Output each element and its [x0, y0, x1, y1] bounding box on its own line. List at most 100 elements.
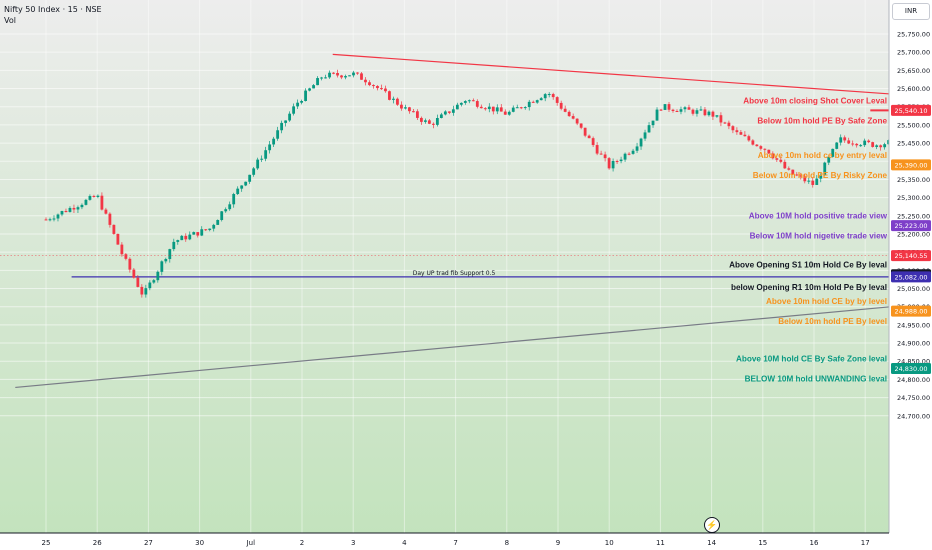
candle-body [487, 106, 491, 110]
candle-body [543, 94, 547, 99]
candle-body [364, 79, 367, 83]
candle-body [408, 107, 411, 112]
candle-body [591, 138, 595, 146]
chart-title: Nifty 50 Index · 15 · NSE [4, 5, 102, 14]
candle-body [356, 72, 359, 74]
candle-body [719, 115, 723, 123]
candle-body [715, 115, 719, 117]
candle-body [875, 145, 879, 147]
candle-body [811, 180, 815, 185]
candle-body [819, 175, 823, 179]
candle-body [443, 111, 447, 115]
candle-body [380, 88, 383, 90]
price-tick-label: 25,650.00 [897, 67, 930, 75]
price-tag-5: 24,988.00 [894, 308, 927, 316]
candle-body [643, 132, 647, 139]
candle-body [419, 117, 423, 122]
candle-body [867, 140, 871, 143]
candle-body [116, 233, 120, 245]
time-tick-label: 15 [758, 539, 767, 547]
time-axis[interactable]: 25 26 27 30 Jul 2 3 4 7 8 9 10 11 14 15 16 17 [42, 539, 870, 547]
candle-body [164, 259, 168, 262]
price-tags: 25,540.1025,390.0025,223.0025,088.0025,0… [891, 104, 931, 375]
candle-body [439, 114, 443, 119]
candle-body [220, 211, 224, 221]
candles[interactable] [44, 69, 932, 298]
candle-body [268, 144, 272, 151]
candle-body [212, 224, 216, 229]
candle-body [224, 209, 228, 212]
candle-body [787, 168, 791, 170]
candle-body [727, 122, 731, 127]
level-label-above-6: Above 10M hold CE By Safe Zone leval [736, 355, 887, 364]
candle-body [180, 235, 184, 241]
time-tick-label: 30 [195, 539, 204, 547]
candle-body [376, 86, 379, 89]
candle-body [48, 219, 52, 221]
level-label-below-5: Below 10m hold PE By level [778, 317, 887, 326]
lightning-icon[interactable]: ⚡ [704, 517, 720, 533]
candle-body [495, 107, 499, 112]
candle-body [392, 98, 395, 100]
candle-body [252, 168, 256, 175]
price-tag-1: 25,390.00 [894, 161, 927, 169]
level-label-above-1: Above 10m hold ce by entry leval [758, 151, 887, 160]
candle-body [244, 181, 248, 186]
candle-body [80, 204, 84, 208]
candle-body [575, 118, 579, 124]
candle-body [655, 109, 659, 121]
candle-body [196, 232, 200, 236]
candle-body [388, 91, 391, 100]
currency-button[interactable]: INR [892, 3, 930, 20]
time-tick-label: 11 [656, 539, 665, 547]
price-tag-2-bg [891, 220, 931, 232]
candle-body [683, 107, 687, 110]
current-price-tag: 25,140.55 [894, 252, 927, 260]
candle-body [88, 195, 92, 200]
candle-body [663, 104, 667, 110]
price-tick-label: 25,600.00 [897, 85, 930, 93]
candle-body [699, 109, 703, 111]
level-annotations: Above 10m closing Shot Cover Leval Below … [413, 96, 888, 383]
candle-body [172, 241, 176, 250]
candle-body [551, 94, 555, 98]
candle-body [272, 138, 276, 145]
candle-body [120, 244, 124, 255]
candle-body [467, 100, 471, 102]
time-tick-label: 16 [810, 539, 819, 547]
candle-body [312, 85, 315, 89]
candle-body [647, 125, 651, 133]
price-tick-label: 25,750.00 [897, 31, 930, 39]
candle-body [320, 77, 323, 79]
candle-body [471, 100, 475, 102]
trendlines[interactable] [15, 53, 932, 389]
candle-body [264, 150, 268, 159]
price-tick-label: 25,350.00 [897, 176, 930, 184]
candle-body [292, 106, 296, 114]
candle-body [483, 108, 487, 110]
candle-body [479, 106, 483, 109]
candle-body [176, 240, 180, 242]
candle-body [156, 271, 160, 281]
grid [0, 0, 889, 533]
candle-body [763, 148, 767, 150]
level-label-above-3: Above Opening S1 10m Hold Ce By leval [729, 261, 887, 270]
candle-body [84, 199, 88, 205]
time-tick-label: 7 [453, 539, 457, 547]
candle-body [547, 94, 551, 96]
candle-body [779, 159, 783, 162]
candle-body [344, 76, 347, 78]
candle-body [248, 174, 252, 182]
candle-body [619, 159, 623, 162]
candle-body [871, 142, 875, 147]
time-tick-label: 10 [605, 539, 614, 547]
candle-body [567, 111, 571, 117]
candle-body [384, 88, 387, 92]
price-tick-label: 24,750.00 [897, 394, 930, 402]
price-tick-label: 25,450.00 [897, 140, 930, 148]
candle-body [372, 85, 375, 87]
level-label-below-4: below Opening R1 10m Hold Pe By leval [731, 283, 887, 292]
level-label-above-2: Above 10M hold positive trade view [749, 212, 888, 221]
time-tick-label: 25 [42, 539, 51, 547]
